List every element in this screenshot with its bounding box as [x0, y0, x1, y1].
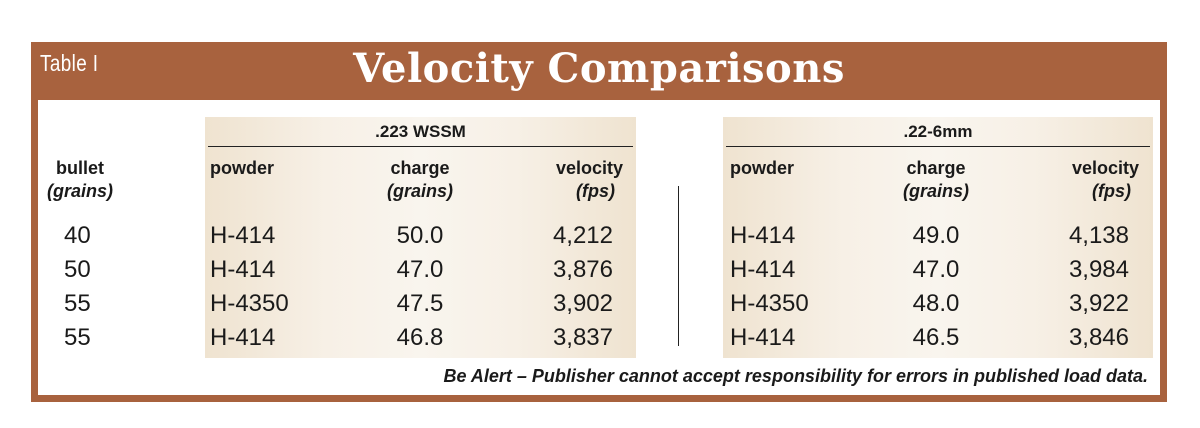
cell-powder: H-414	[730, 256, 796, 283]
header-charge-22-6mm: charge (grains)	[876, 157, 996, 203]
group-rule-22-6mm	[726, 146, 1150, 147]
header-powder-wssm: powder	[210, 157, 274, 180]
header-powder-22-6mm: powder	[730, 157, 794, 180]
header-charge-label: charge	[906, 158, 966, 178]
table-label: Table I	[40, 50, 99, 76]
header-bullet: bullet (grains)	[40, 157, 120, 203]
cell-powder: H-414	[210, 256, 276, 283]
cell-bullet: 55	[64, 290, 91, 317]
table-panel: .223 WSSM .22-6mm bullet (grains) powder…	[38, 100, 1160, 395]
group-header-wssm: .223 WSSM	[375, 122, 466, 141]
cell-charge: 49.0	[912, 222, 960, 249]
cell-charge: 46.5	[912, 324, 960, 351]
header-velocity-unit: (fps)	[576, 181, 615, 201]
header-velocity-wssm: velocity (fps)	[518, 157, 623, 203]
header-powder-label: powder	[210, 158, 275, 178]
cell-charge: 47.5	[396, 290, 444, 317]
header-velocity-label: velocity	[555, 158, 623, 178]
header-bullet-unit: (grains)	[46, 181, 113, 201]
group-shade-22-6mm	[723, 117, 1153, 358]
header-charge-unit: (grains)	[386, 181, 453, 201]
cell-charge: 48.0	[912, 290, 960, 317]
header-charge-wssm: charge (grains)	[360, 157, 480, 203]
table-frame: Table I Velocity Comparisons .223 WSSM .…	[31, 42, 1167, 402]
cell-charge: 46.8	[396, 324, 444, 351]
header-powder-label: powder	[730, 158, 795, 178]
group-separator	[678, 186, 679, 346]
cell-bullet: 50	[64, 256, 91, 283]
cell-powder: H-4350	[210, 290, 289, 317]
group-shade-wssm	[205, 117, 636, 358]
cell-powder: H-414	[210, 324, 276, 351]
cell-charge: 47.0	[912, 256, 960, 283]
header-bullet-label: bullet	[56, 158, 104, 178]
cell-velocity: 3,902	[552, 290, 613, 317]
cell-charge: 47.0	[396, 256, 444, 283]
cell-velocity: 3,846	[1068, 324, 1129, 351]
group-rule-wssm	[208, 146, 633, 147]
cell-velocity: 4,138	[1068, 222, 1129, 249]
cell-velocity: 3,922	[1068, 290, 1129, 317]
cell-velocity: 4,212	[552, 222, 613, 249]
cell-charge: 50.0	[396, 222, 444, 249]
cell-powder: H-4350	[730, 290, 809, 317]
cell-velocity: 3,837	[552, 324, 613, 351]
header-charge-unit: (grains)	[902, 181, 969, 201]
cell-bullet: 55	[64, 324, 91, 351]
header-velocity-22-6mm: velocity (fps)	[1033, 157, 1139, 203]
cell-velocity: 3,984	[1068, 256, 1129, 283]
header-charge-label: charge	[390, 158, 450, 178]
cell-powder: H-414	[730, 222, 796, 249]
cell-powder: H-414	[730, 324, 796, 351]
cell-velocity: 3,876	[552, 256, 613, 283]
cell-bullet: 40	[64, 222, 91, 249]
table-title: Velocity Comparisons	[353, 45, 845, 92]
cell-powder: H-414	[210, 222, 276, 249]
header-velocity-unit: (fps)	[1092, 181, 1131, 201]
group-header-22-6mm: .22-6mm	[903, 122, 973, 141]
disclaimer-note: Be Alert – Publisher cannot accept respo…	[443, 366, 1149, 386]
header-velocity-label: velocity	[1071, 158, 1139, 178]
